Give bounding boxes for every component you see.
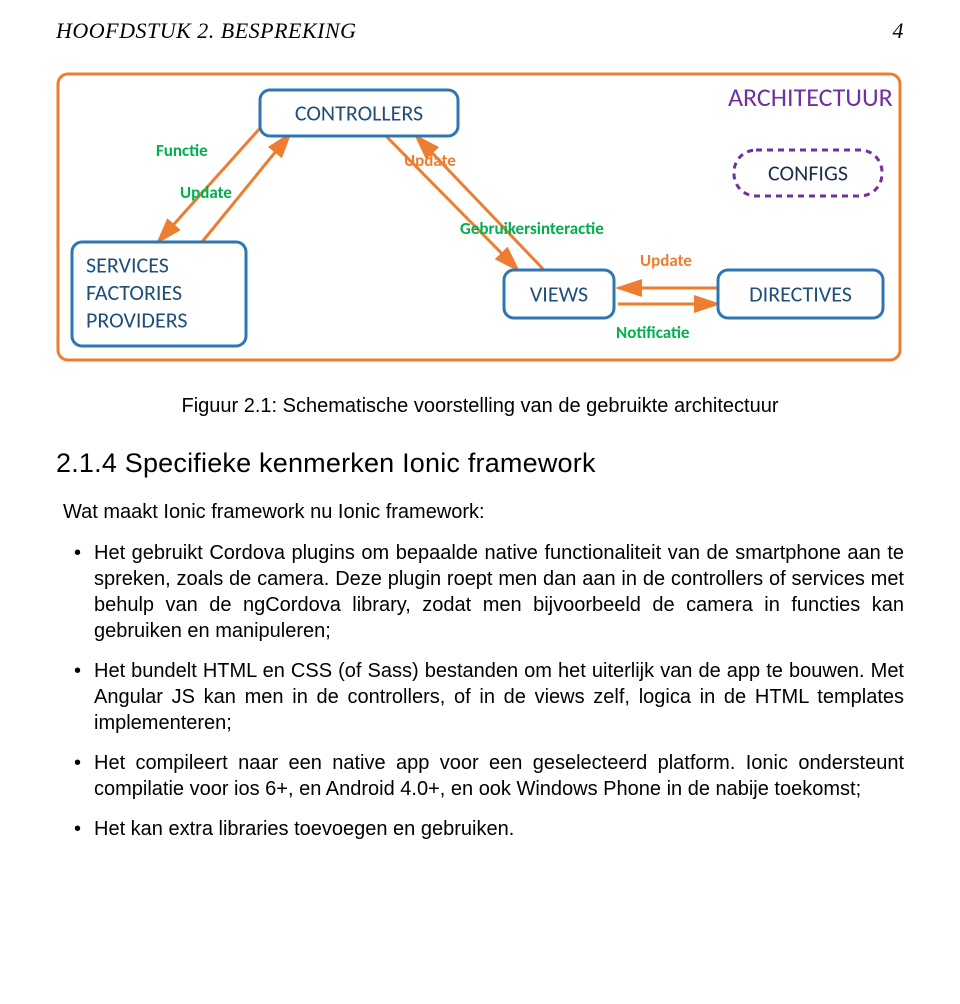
svg-text:CONFIGS: CONFIGS [768, 160, 848, 187]
architecture-diagram: CONTROLLERS SERVICESFACTORIESPROVIDERS VIE… [56, 72, 904, 367]
svg-text:Update: Update [640, 250, 692, 271]
section-heading: 2.1.4 Specifieke kenmerken Ionic framewo… [56, 448, 904, 479]
svg-text:SERVICES: SERVICES [86, 252, 169, 279]
figure-caption: Figuur 2.1: Schematische voorstelling va… [56, 395, 904, 418]
list-item: Het gebruikt Cordova plugins om bepaalde… [94, 540, 904, 644]
feature-list: Het gebruikt Cordova plugins om bepaalde… [56, 540, 904, 842]
svg-text:ARCHITECTUUR: ARCHITECTUUR [728, 81, 893, 113]
header-page-number: 4 [893, 18, 905, 44]
header-left: HOOFDSTUK 2. BESPREKING [56, 18, 357, 44]
svg-text:Functie: Functie [156, 140, 208, 161]
svg-text:PROVIDERS: PROVIDERS [86, 307, 187, 334]
list-item: Het bundelt HTML en CSS (of Sass) bestan… [94, 658, 904, 736]
svg-text:CONTROLLERS: CONTROLLERS [295, 100, 423, 127]
svg-text:FACTORIES: FACTORIES [86, 279, 182, 306]
svg-text:VIEWS: VIEWS [530, 281, 588, 308]
svg-text:DIRECTIVES: DIRECTIVES [749, 281, 852, 308]
svg-text:Gebruikersinteractie: Gebruikersinteractie [460, 218, 604, 239]
svg-text:Notificatie: Notificatie [616, 322, 690, 343]
svg-text:Update: Update [404, 150, 456, 171]
svg-text:Update: Update [180, 182, 232, 203]
intro-line: Wat maakt Ionic framework nu Ionic frame… [63, 501, 904, 524]
page-header: HOOFDSTUK 2. BESPREKING 4 [56, 18, 904, 44]
list-item: Het compileert naar een native app voor … [94, 750, 904, 802]
list-item: Het kan extra libraries toevoegen en geb… [94, 816, 904, 842]
